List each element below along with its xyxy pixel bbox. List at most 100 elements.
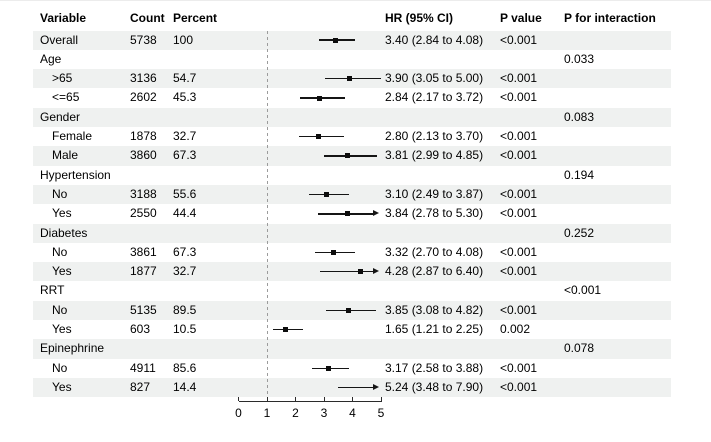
column-header-count: Count: [130, 11, 165, 25]
ci-line: [326, 309, 376, 312]
percent-value: 10.5: [173, 322, 197, 336]
percent-value: 32.7: [173, 264, 197, 279]
p-value: 0.002: [500, 322, 531, 336]
ci-line: [299, 135, 344, 138]
column-header-hr-ci: HR (95% CI): [385, 11, 454, 25]
row-label: Yes: [52, 206, 72, 221]
axis-tick-label: 1: [263, 406, 271, 420]
row-label: Overall: [40, 32, 79, 47]
percent-value: 85.6: [173, 360, 197, 375]
hr-ci-text: 3.90 (3.05 to 5.00): [385, 71, 484, 86]
row-label: Epinephrine: [40, 341, 105, 356]
hr-marker: [315, 134, 321, 140]
hr-marker: [344, 153, 350, 159]
ci-line: [337, 386, 373, 389]
axis-tick: [266, 397, 268, 401]
p-value: <0.001: [500, 129, 538, 143]
count-value: 5135: [130, 302, 157, 317]
axis-tick-label: 0: [235, 406, 242, 420]
count-value: 3860: [130, 148, 157, 163]
axis-tick: [352, 397, 353, 401]
count-value: 5738: [130, 32, 157, 47]
ci-line: [320, 271, 373, 273]
hr-marker: [316, 95, 322, 101]
p-value: <0.001: [500, 186, 538, 201]
percent-value: 100: [173, 32, 194, 47]
row-label: No: [52, 360, 68, 375]
p-interaction-value: 0.078: [564, 341, 595, 356]
row-label: No: [52, 302, 68, 317]
p-interaction-value: 0.194: [564, 167, 595, 182]
ci-line: [300, 97, 345, 99]
percent-value: 32.7: [173, 129, 197, 143]
axis-tick: [380, 397, 382, 401]
hr-ci-text: 3.17 (2.58 to 3.88): [385, 360, 484, 375]
p-interaction-value: 0.252: [564, 225, 595, 240]
reference-line: [266, 30, 268, 401]
p-value: <0.001: [500, 148, 538, 163]
hr-marker: [324, 192, 330, 198]
hr-ci-text: 2.80 (2.13 to 3.70): [385, 129, 484, 143]
hr-ci-text: 5.24 (3.48 to 7.90): [385, 379, 484, 394]
axis-tick: [295, 397, 296, 401]
hr-marker: [345, 211, 351, 217]
row-label: Yes: [52, 264, 72, 279]
hr-marker: [332, 37, 338, 43]
hr-ci-text: 3.81 (2.99 to 4.85): [385, 148, 484, 163]
ci-line: [317, 213, 373, 215]
p-value: <0.001: [500, 360, 538, 375]
row-label: No: [52, 186, 68, 201]
row-band: [33, 223, 671, 243]
arrow-right-icon: [373, 210, 379, 217]
p-interaction-value: 0.033: [564, 51, 595, 66]
axis-tick-label: 2: [292, 406, 299, 420]
hr-ci-text: 3.40 (2.84 to 4.08): [385, 32, 484, 47]
column-header-p-interaction: P for interaction: [564, 11, 656, 25]
p-value: <0.001: [500, 302, 538, 317]
axis-tick: [323, 397, 325, 401]
percent-value: 89.5: [173, 302, 197, 317]
row-label: Female: [52, 129, 93, 143]
p-interaction-value: <0.001: [564, 283, 602, 298]
count-value: 2602: [130, 90, 157, 105]
hr-ci-text: 4.28 (2.87 to 6.40): [385, 264, 484, 279]
percent-value: 67.3: [173, 244, 197, 259]
axis-tick: [238, 397, 239, 401]
axis-tick-label: 5: [377, 406, 385, 420]
row-label: Yes: [52, 379, 72, 394]
row-label: RRT: [40, 283, 65, 298]
percent-value: 14.4: [173, 379, 197, 394]
p-interaction-value: 0.083: [564, 109, 595, 124]
percent-value: 54.7: [173, 71, 197, 86]
row-label: Gender: [40, 109, 81, 124]
count-value: 1877: [130, 264, 157, 279]
percent-value: 45.3: [173, 90, 197, 105]
count-value: 1878: [130, 129, 157, 143]
row-label: >65: [52, 71, 73, 86]
row-label: No: [52, 244, 68, 259]
row-label: Hypertension: [40, 167, 111, 182]
ci-line: [323, 155, 377, 157]
row-label: Diabetes: [40, 225, 88, 240]
count-value: 603: [130, 322, 151, 336]
hr-marker: [357, 269, 363, 275]
p-value: <0.001: [500, 71, 538, 86]
column-header-percent: Percent: [173, 11, 218, 25]
hr-ci-text: 3.10 (2.49 to 3.87): [385, 186, 484, 201]
count-value: 3861: [130, 244, 157, 259]
p-value: <0.001: [500, 379, 538, 394]
hr-ci-text: 3.32 (2.70 to 4.08): [385, 244, 484, 259]
count-value: 3188: [130, 186, 157, 201]
hr-marker: [330, 249, 336, 255]
row-band: [33, 339, 671, 359]
row-band: [33, 184, 671, 205]
p-value: <0.001: [500, 244, 538, 259]
p-value: <0.001: [500, 264, 538, 279]
ci-line: [325, 78, 381, 80]
arrow-right-icon: [373, 384, 379, 391]
hr-ci-text: 3.85 (3.08 to 4.82): [385, 302, 484, 317]
hr-ci-text: 1.65 (1.21 to 2.25): [385, 322, 484, 336]
row-band: [33, 107, 671, 127]
percent-value: 44.4: [173, 206, 197, 221]
